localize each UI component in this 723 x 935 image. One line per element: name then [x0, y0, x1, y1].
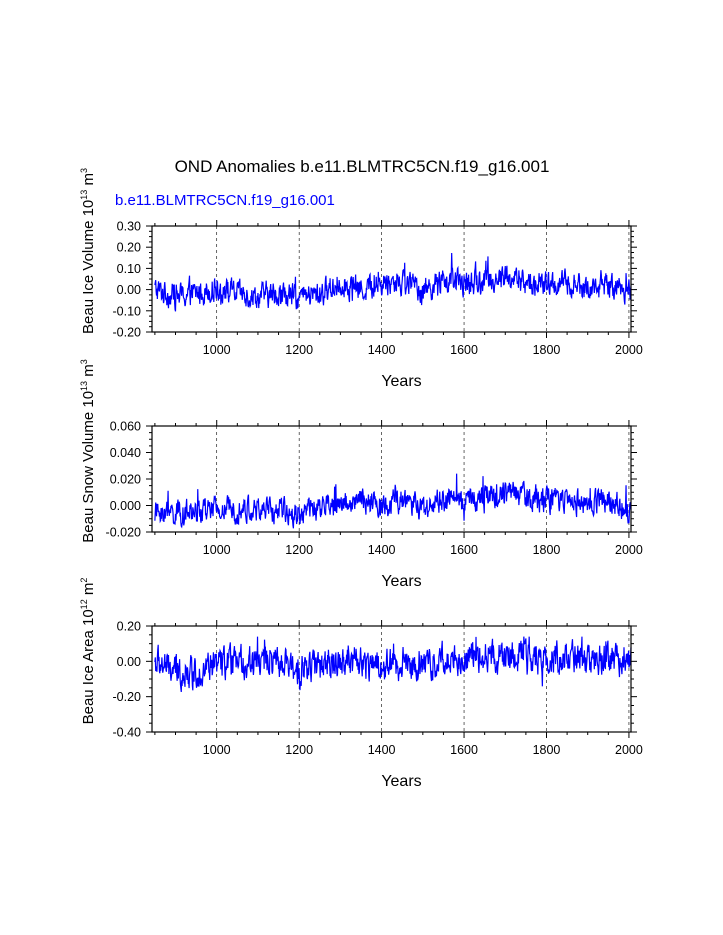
- x-tick-label: 2000: [615, 343, 643, 357]
- x-tick-label: 1400: [368, 543, 396, 557]
- x-tick-label: 2000: [615, 743, 643, 757]
- x-tick-label: 1000: [203, 543, 231, 557]
- y-tick-label: 0.000: [110, 499, 141, 513]
- y-tick-label: -0.20: [113, 690, 142, 704]
- y-tick-label: 0.20: [117, 241, 141, 255]
- y-tick-label: 0.00: [117, 283, 141, 297]
- y-tick-label: 0.10: [117, 262, 141, 276]
- x-tick-label: 1200: [285, 743, 313, 757]
- y-axis-label: Beau Ice Area 1012 m2: [79, 578, 97, 725]
- chart-panels: 1000 1200 1400 1600 1800 2000 -0.20 -0.10 0.00 0.…: [79, 168, 643, 790]
- x-tick-label: 1800: [533, 743, 561, 757]
- y-tick-label: 0.00: [117, 655, 141, 669]
- series-line: [154, 636, 632, 693]
- x-tick-label: 1000: [203, 343, 231, 357]
- y-tick-label: 0.040: [110, 446, 141, 460]
- x-tick-label: 1200: [285, 343, 313, 357]
- x-tick-label: 1800: [533, 543, 561, 557]
- series-line: [154, 473, 632, 529]
- x-axis-label: Years: [381, 773, 421, 790]
- y-tick-label: 0.20: [117, 620, 141, 634]
- x-tick-label: 1400: [368, 343, 396, 357]
- figure-title: OND Anomalies b.e11.BLMTRC5CN.f19_g16.00…: [175, 157, 550, 176]
- y-tick-label: 0.30: [117, 220, 141, 234]
- y-tick-label: 0.060: [110, 420, 141, 434]
- y-tick-label: 0.020: [110, 473, 141, 487]
- panel-1: 1000 1200 1400 1600 1800 2000 -0.20 -0.10 0.00 0.…: [79, 168, 643, 390]
- y-axis-label: Beau Ice Volume 1013 m3: [79, 168, 97, 334]
- plot-frame: [151, 625, 632, 733]
- x-tick-label: 1600: [450, 343, 478, 357]
- series-line: [154, 252, 632, 312]
- x-axis-label: Years: [381, 373, 421, 390]
- y-tick-label: -0.40: [113, 726, 142, 740]
- x-tick-label: 1600: [450, 743, 478, 757]
- x-axis-label: Years: [381, 573, 421, 590]
- x-tick-label: 1000: [203, 743, 231, 757]
- x-tick-label: 1400: [368, 743, 396, 757]
- figure-subtitle: b.e11.BLMTRC5CN.f19_g16.001: [115, 192, 335, 209]
- panel-3: 1000 1200 1400 1600 1800 2000 -0.40 -0.20 0.00 0.…: [79, 578, 643, 790]
- x-tick-label: 1800: [533, 343, 561, 357]
- x-tick-label: 1600: [450, 543, 478, 557]
- y-axis-label: Beau Snow Volume 1013 m3: [79, 359, 97, 542]
- y-tick-label: -0.10: [113, 304, 142, 318]
- y-tick-label: -0.20: [113, 326, 142, 340]
- panel-2: 1000 1200 1400 1600 1800 2000 -0.020 0.000 0.020…: [79, 359, 643, 590]
- y-tick-label: -0.020: [106, 526, 141, 540]
- x-tick-label: 2000: [615, 543, 643, 557]
- x-tick-label: 1200: [285, 543, 313, 557]
